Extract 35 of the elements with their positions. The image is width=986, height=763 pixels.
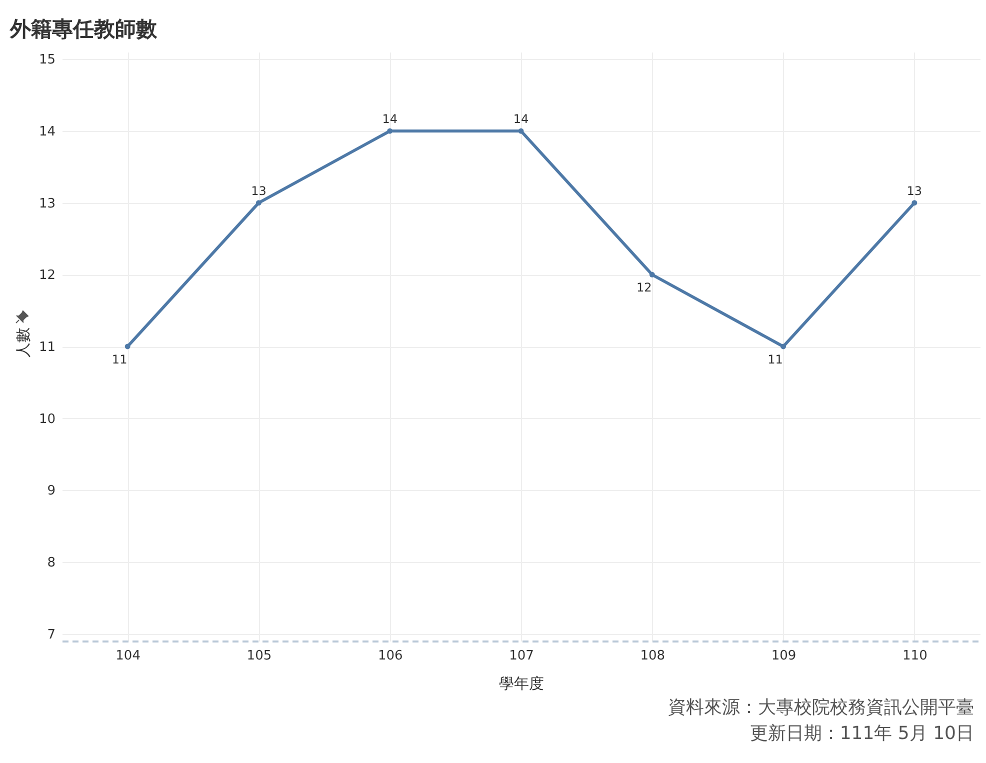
chart-title: 外籍專任教師數 [9,17,158,41]
data-label: 13 [251,184,266,198]
x-tick-label: 106 [378,648,403,664]
data-label: 11 [112,352,128,366]
x-tick-label: 109 [771,648,796,664]
x-tick-label: 105 [246,648,272,664]
y-tick-label: 14 [38,124,56,140]
text: 更新日期：111年 5月 10日 [748,722,974,746]
data-label: 14 [382,112,398,126]
y-tick-label: 8 [47,555,56,570]
y-tick-label: 10 [38,412,56,427]
data-label: 11 [768,352,783,366]
point [256,200,262,206]
source-note: 資料來源：大專校院校務資訊公開平臺 [668,696,974,720]
x-tick-label: 107 [509,648,534,664]
y-tick-label: 12 [38,268,56,284]
point [518,128,524,134]
x-axis-title: 學年度 [499,674,544,692]
data-label: 14 [513,112,529,126]
data-label: 13 [906,184,922,198]
data-label: 12 [636,280,652,295]
y-tick-label: 7 [47,627,56,642]
x-tick-label: 108 [640,648,666,664]
y-axis-title: 人數 [14,328,32,358]
point [649,272,655,278]
y-tick-label: 9 [47,484,56,499]
y-tick-label: 15 [38,52,56,68]
point [387,128,393,134]
x-tick-label: 104 [116,648,140,664]
point [912,200,918,206]
y-tick-label: 13 [38,196,56,212]
y-tick-label: 11 [38,340,56,355]
x-tick-label: 110 [902,648,928,664]
point [780,344,786,350]
point [124,344,130,350]
